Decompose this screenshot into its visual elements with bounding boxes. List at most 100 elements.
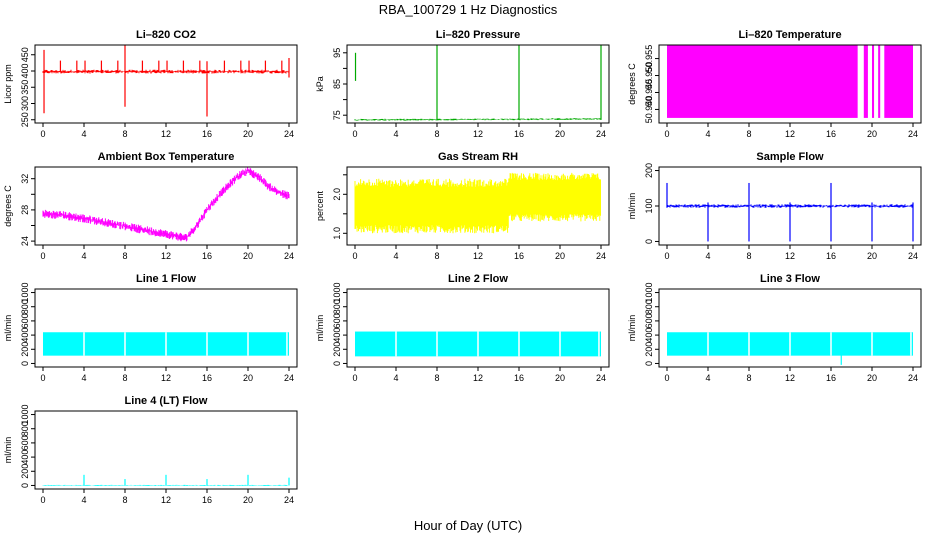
y-axis-label: percent xyxy=(315,190,325,221)
panel-title: Li–820 Temperature xyxy=(738,29,841,41)
series-line xyxy=(42,69,290,74)
x-tick-label: 0 xyxy=(664,373,669,383)
y-tick-label: 75 xyxy=(332,110,342,120)
panel-title: Line 3 Flow xyxy=(760,273,820,285)
x-tick-label: 16 xyxy=(202,129,212,139)
panel-title: Line 2 Flow xyxy=(448,273,508,285)
x-tick-label: 16 xyxy=(202,373,212,383)
data-series xyxy=(354,45,602,121)
data-series xyxy=(667,45,913,118)
x-tick-label: 8 xyxy=(122,129,127,139)
x-tick-label: 12 xyxy=(473,251,483,261)
series-fill xyxy=(667,45,858,118)
y-tick-label: 600 xyxy=(20,313,30,328)
y-tick-label: 85 xyxy=(332,79,342,89)
y-tick-label: 1000 xyxy=(332,283,342,303)
series-fill xyxy=(884,45,913,118)
y-tick-label: 0 xyxy=(20,361,30,366)
y-axis-label: ml/min xyxy=(3,315,13,342)
y-axis-label: ml/min xyxy=(627,315,637,342)
y-tick-label: 400 xyxy=(20,450,30,465)
y-tick-label: 100 xyxy=(644,198,654,213)
x-tick-label: 8 xyxy=(746,129,751,139)
x-tick-label: 20 xyxy=(243,129,253,139)
panel-title: Gas Stream RH xyxy=(438,151,518,163)
panel-title: Sample Flow xyxy=(756,151,824,163)
x-tick-label: 4 xyxy=(393,129,398,139)
x-tick-label: 16 xyxy=(514,251,524,261)
y-tick-label: 800 xyxy=(20,421,30,436)
y-tick-label: 250 xyxy=(20,112,30,127)
data-series xyxy=(355,331,601,357)
y-tick-label: 1000 xyxy=(20,405,30,425)
y-tick-label: 600 xyxy=(332,313,342,328)
data-series xyxy=(354,172,601,234)
y-tick-label: 24 xyxy=(20,236,30,246)
x-tick-label: 24 xyxy=(284,129,294,139)
y-tick-label: 200 xyxy=(332,342,342,357)
x-axis: 0 4 8 12 16 20 24 xyxy=(40,489,294,505)
y-tick-label: 95 xyxy=(332,48,342,58)
x-tick-label: 0 xyxy=(352,251,357,261)
x-tick-label: 8 xyxy=(434,251,439,261)
x-tick-label: 24 xyxy=(908,373,918,383)
x-tick-label: 20 xyxy=(867,373,877,383)
x-axis: 0 4 8 12 16 20 24 xyxy=(352,245,606,261)
chart-panel-5: Gas Stream RH 0 4 8 12 16 20 24 1.0 2.0 percent xyxy=(315,151,610,261)
x-tick-label: 4 xyxy=(81,129,86,139)
plot-frame xyxy=(346,44,610,124)
y-tick-label: 0 xyxy=(644,361,654,366)
x-tick-label: 24 xyxy=(284,251,294,261)
x-axis-label: Hour of Day (UTC) xyxy=(413,518,523,533)
y-tick-label: 0 xyxy=(332,361,342,366)
series-fill xyxy=(863,45,868,118)
x-tick-label: 0 xyxy=(352,129,357,139)
x-tick-label: 20 xyxy=(555,129,565,139)
x-tick-label: 4 xyxy=(705,251,710,261)
chart-panel-2: Li–820 Pressure 0 4 8 12 16 20 24 75 85 95 kPa xyxy=(315,29,610,139)
y-tick-label: 400 xyxy=(20,328,30,343)
x-tick-label: 12 xyxy=(785,129,795,139)
chart-panel-10: Line 4 (LT) Flow 0 4 8 12 16 20 24 0 200400600800… xyxy=(3,395,298,505)
y-tick-label: 400 xyxy=(644,328,654,343)
series-line xyxy=(42,167,290,242)
x-tick-label: 12 xyxy=(161,129,171,139)
chart-panel-3: Li–820 Temperature 0 4 8 12 16 20 24 50.94050.94… xyxy=(627,29,922,139)
x-tick-label: 20 xyxy=(867,251,877,261)
y-axis-label: ml/min xyxy=(3,437,13,464)
x-tick-label: 0 xyxy=(352,373,357,383)
x-tick-label: 24 xyxy=(908,251,918,261)
x-tick-label: 4 xyxy=(705,373,710,383)
chart-panel-6: Sample Flow 0 4 8 12 16 20 24 0 100 200 ml/min xyxy=(627,151,922,261)
y-axis-label: degrees C xyxy=(3,185,13,227)
x-tick-label: 8 xyxy=(746,251,751,261)
data-series xyxy=(42,167,290,242)
x-tick-label: 20 xyxy=(867,129,877,139)
x-axis: 0 4 8 12 16 20 24 xyxy=(40,123,294,139)
x-tick-label: 8 xyxy=(434,129,439,139)
x-tick-label: 4 xyxy=(81,373,86,383)
x-tick-label: 20 xyxy=(555,373,565,383)
x-tick-label: 20 xyxy=(243,251,253,261)
x-tick-label: 0 xyxy=(40,251,45,261)
y-tick-label: 300 xyxy=(20,96,30,111)
x-tick-label: 4 xyxy=(705,129,710,139)
x-tick-label: 12 xyxy=(473,129,483,139)
y-tick-label: 200 xyxy=(20,464,30,479)
x-tick-label: 16 xyxy=(514,129,524,139)
series-fill xyxy=(872,45,875,118)
y-tick-label: 400 xyxy=(332,328,342,343)
x-axis: 0 4 8 12 16 20 24 xyxy=(664,245,918,261)
y-tick-label: 1000 xyxy=(20,283,30,303)
y-tick-label: 450 xyxy=(20,47,30,62)
y-tick-label: 1.0 xyxy=(332,227,342,240)
